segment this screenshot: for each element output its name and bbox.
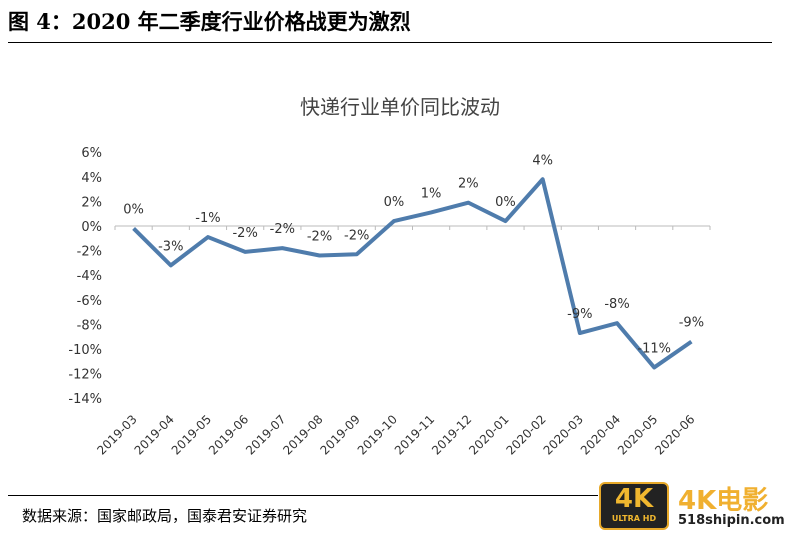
y-tick-label: -4% [77, 269, 102, 284]
x-tick-label: 2019-12 [429, 412, 474, 457]
badge-text: 4K [614, 484, 654, 514]
data-label: 0% [495, 195, 516, 210]
y-tick-label: 0% [81, 220, 102, 235]
watermark-text: 4K电影 [678, 486, 769, 516]
x-tick-label: 2020-03 [541, 412, 586, 457]
data-label: -9% [567, 307, 592, 322]
y-tick-label: -14% [68, 392, 102, 407]
y-tick-label: 4% [81, 171, 102, 186]
data-label: 2% [458, 177, 479, 192]
y-tick-label: 2% [81, 195, 102, 210]
y-tick-label: -12% [68, 368, 102, 383]
x-tick-label: 2019-10 [355, 412, 400, 457]
x-tick-label: 2019-09 [317, 412, 362, 457]
series-line [132, 177, 693, 370]
x-tick-label: 2020-06 [652, 412, 697, 457]
x-tick-label: 2020-04 [578, 412, 623, 457]
badge-sub: ULTRA HD [611, 514, 657, 523]
x-tick-label: 2019-07 [243, 412, 288, 457]
data-label: -2% [232, 226, 257, 241]
data-label: 4% [532, 153, 553, 168]
watermark-logo: 4K ULTRA HD 4K电影 518shipin.com [596, 480, 796, 532]
data-label: 0% [123, 202, 144, 217]
x-tick-label: 2019-11 [392, 412, 437, 457]
chart-title: 快递行业单价同比波动 [300, 95, 500, 119]
data-label: 1% [421, 186, 442, 201]
x-tick-label: 2019-08 [280, 412, 325, 457]
data-label: -1% [195, 211, 220, 226]
data-label: -9% [679, 316, 704, 331]
x-tick-label: 2019-03 [94, 412, 139, 457]
x-tick-label: 2020-01 [466, 412, 511, 457]
source-note: 数据来源：国家邮政局，国泰君安证券研究 [22, 507, 308, 525]
x-tick-label: 2020-05 [615, 412, 660, 457]
watermark-badge: 4K ULTRA HD [599, 482, 669, 530]
y-tick-label: -2% [77, 245, 102, 260]
y-tick-label: -6% [77, 294, 102, 309]
data-label: -3% [158, 239, 183, 254]
top-rule [8, 42, 772, 43]
y-tick-label: -8% [77, 318, 102, 333]
x-tick-label: 2020-02 [503, 412, 548, 457]
y-tick-label: 6% [81, 146, 102, 161]
x-tick-label: 2019-05 [169, 412, 214, 457]
x-tick-label: 2019-06 [206, 412, 251, 457]
data-label: -8% [604, 297, 629, 312]
x-tick-label: 2019-04 [132, 412, 177, 457]
watermark-url: 518shipin.com [678, 513, 785, 528]
data-label: -2% [307, 230, 332, 245]
data-label: -11% [637, 341, 671, 356]
data-label: 0% [384, 195, 405, 210]
line-chart: 快递行业单价同比波动 6% 4% 2% 0% -2% -4% -6% -8% -10% -12% -1… [68, 95, 711, 458]
bottom-rule [8, 495, 598, 496]
data-label: -2% [344, 228, 369, 243]
figure-title: 图 4：2020 年二季度行业价格战更为激烈 [8, 9, 411, 34]
y-tick-label: -10% [68, 343, 102, 358]
data-label: -2% [270, 222, 295, 237]
